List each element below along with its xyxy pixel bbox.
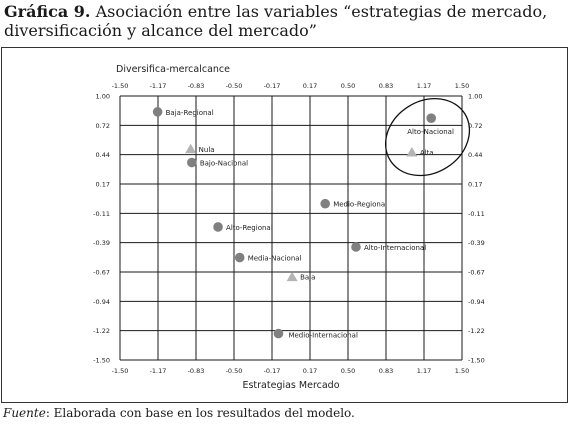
figure-source: Fuente: Elaborada con base en los result… [3, 406, 355, 420]
x-tick-label-bottom: 0.17 [303, 367, 317, 375]
y-tick-label-left: -1.22 [93, 327, 110, 335]
x-tick-label-top: 0.17 [303, 82, 317, 90]
x-tick-label-bottom: 1.50 [455, 367, 469, 375]
x-tick-label-bottom: -1.17 [150, 367, 167, 375]
point-circle [187, 157, 197, 168]
x-tick-label-top: 1.17 [417, 82, 431, 90]
point-label: Media-Nacional [248, 255, 302, 263]
y-tick-label-right: -1.50 [468, 357, 485, 365]
y-tick-label-right: 0.17 [468, 181, 482, 189]
y-axis-title: Diversifica-mercalcance [116, 64, 230, 75]
y-tick-label-left: -0.11 [93, 210, 110, 218]
y-tick-label-right: -0.11 [468, 210, 485, 218]
point-label: Alto-Nacional [407, 128, 454, 136]
y-tick-label-left: -0.67 [93, 269, 110, 277]
point-label: Medio-Internacional [288, 332, 358, 340]
source-label: Fuente [3, 406, 46, 420]
point-circle [273, 328, 284, 339]
point-triangle [286, 271, 298, 282]
point-label: Bajo-Nacional [200, 160, 248, 168]
scatter-chart: -1.50-1.50-1.17-1.17-0.83-0.83-0.50-0.50… [93, 64, 485, 391]
x-axis-title: Estrategias Mercado [242, 380, 339, 391]
x-tick-label-top: -1.17 [150, 82, 167, 90]
x-tick-label-top: 0.83 [379, 82, 393, 90]
x-tick-label-top: -0.17 [264, 82, 281, 90]
y-tick-label-left: -0.94 [93, 298, 110, 306]
x-tick-label-top: 0.50 [341, 82, 355, 90]
point-label: Alta [420, 149, 434, 157]
x-tick-label-bottom: -0.83 [188, 367, 205, 375]
x-tick-label-top: -0.50 [226, 82, 243, 90]
point-circle [152, 107, 163, 117]
x-tick-label-bottom: 0.83 [379, 367, 393, 375]
y-tick-label-left: 1.00 [96, 93, 110, 101]
figure-caption: Gráfica 9. Asociación entre las variable… [4, 2, 570, 40]
y-tick-label-right: -0.39 [468, 239, 485, 247]
y-tick-label-right: -0.67 [468, 269, 485, 277]
annotation-ellipse [384, 98, 471, 177]
y-tick-label-right: 0.72 [468, 122, 482, 130]
y-tick-label-right: 0.44 [468, 151, 482, 159]
y-tick-label-right: -1.22 [468, 327, 485, 335]
y-tick-label-left: -0.39 [93, 239, 110, 247]
x-tick-label-bottom: -0.17 [264, 367, 281, 375]
x-tick-label-top: 1.50 [455, 82, 469, 90]
point-label: Medio-Regional [333, 201, 387, 209]
y-tick-label-left: -1.50 [93, 357, 110, 365]
y-tick-label-right: -0.94 [468, 298, 485, 306]
point-label: Baja [300, 274, 315, 282]
point-label: Baja-Regional [166, 109, 214, 117]
x-tick-label-top: -1.50 [112, 82, 129, 90]
x-tick-label-bottom: 1.17 [417, 367, 431, 375]
y-tick-label-left: 0.44 [96, 151, 110, 159]
point-label: Alto-Internacional [364, 244, 426, 252]
point-triangle [406, 146, 418, 157]
point-label: Alto-Regional [226, 224, 273, 232]
point-circle [320, 198, 331, 209]
y-tick-label-right: 1.00 [468, 93, 482, 101]
y-tick-label-left: 0.72 [96, 122, 110, 130]
x-tick-label-bottom: 0.50 [341, 367, 355, 375]
x-tick-label-top: -0.83 [188, 82, 205, 90]
point-circle [351, 242, 361, 252]
point-triangle [185, 143, 197, 154]
chart-frame: -1.50 -1.50 -1.17 -1.17 -0.83 -0.83 -0.50 -0.50… [1, 47, 568, 403]
point-circle [234, 252, 245, 263]
caption-text: Asociación entre las variables “estrateg… [4, 2, 548, 40]
y-tick-label-left: 0.17 [96, 181, 110, 189]
point-label: Nula [199, 146, 215, 154]
point-circle [213, 222, 223, 232]
point-circle [426, 113, 437, 123]
caption-prefix: Gráfica 9. [4, 2, 91, 21]
x-tick-label-bottom: -1.50 [112, 367, 129, 375]
x-tick-label-bottom: -0.50 [226, 367, 243, 375]
source-text: : Elaborada con base en los resultados d… [45, 406, 355, 420]
